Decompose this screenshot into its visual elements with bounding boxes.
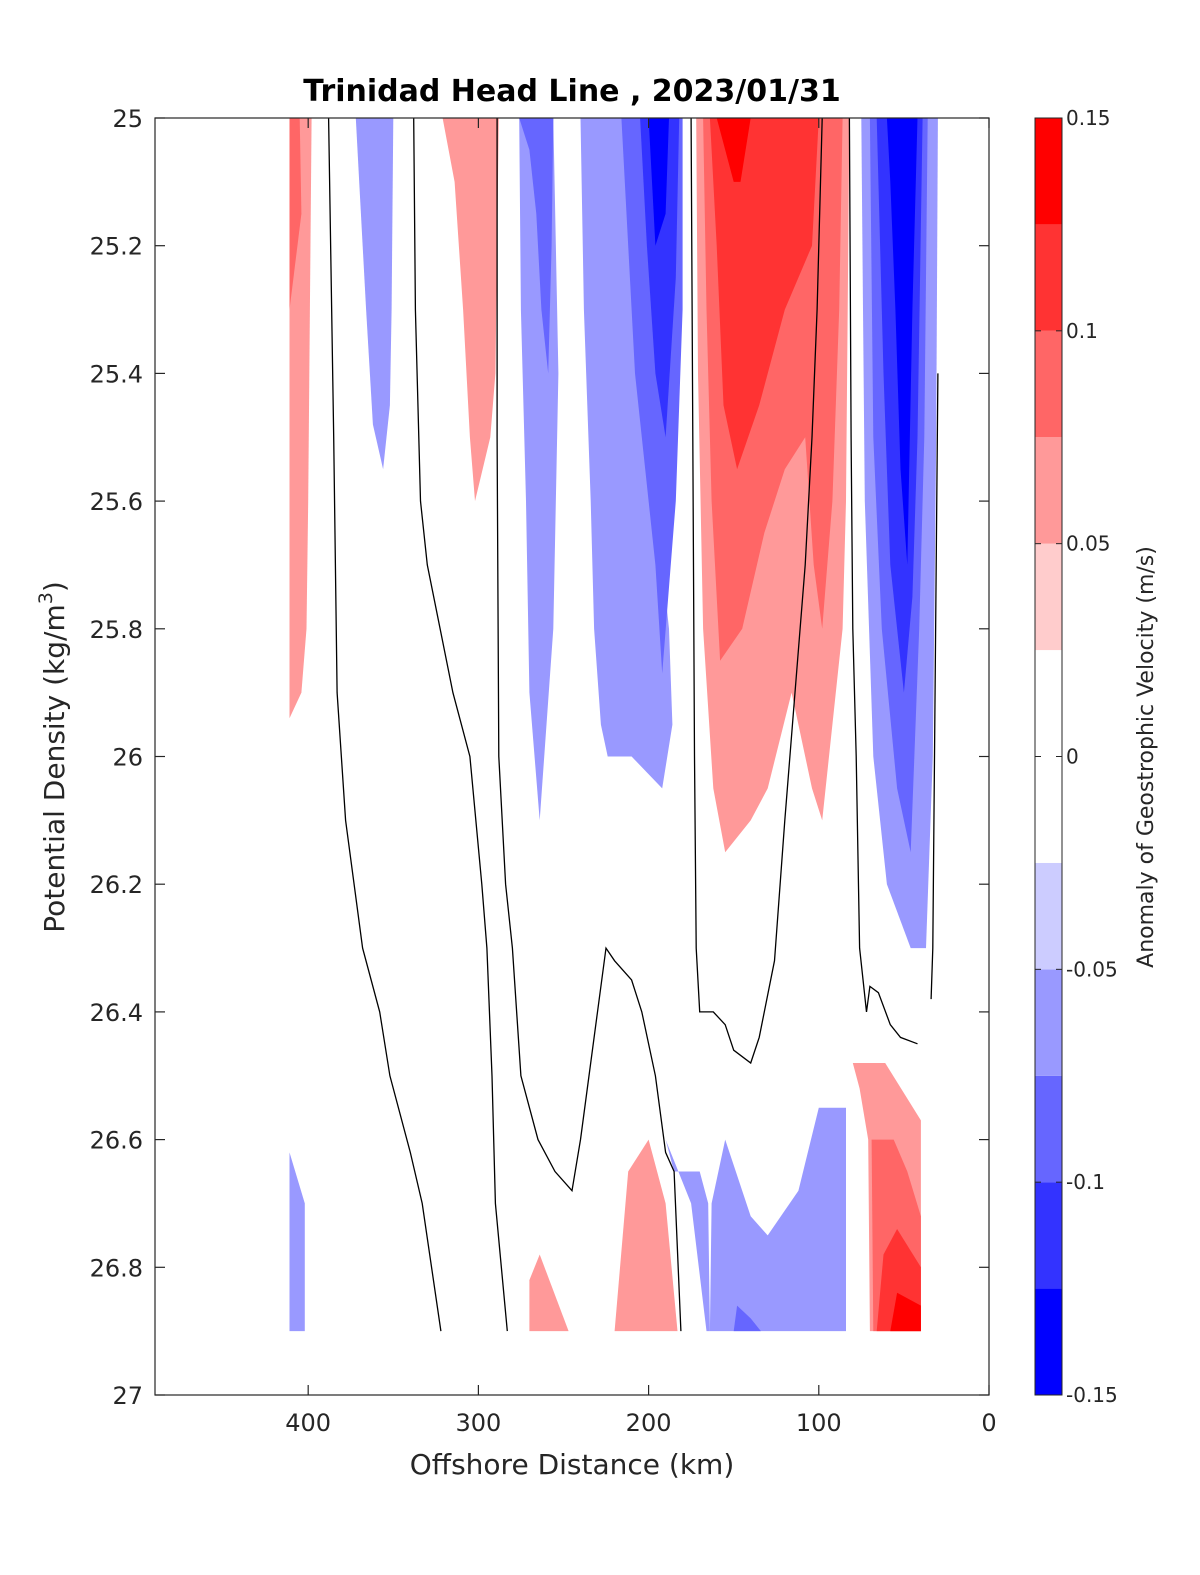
x-tick-label: 100	[796, 1409, 842, 1437]
colorbar-segment	[1035, 543, 1062, 651]
contour-region-26	[890, 1292, 921, 1332]
colorbar-tick-label: -0.15	[1066, 1383, 1118, 1407]
zero-contour-1	[413, 117, 508, 1332]
contour-region-7	[640, 118, 680, 438]
tick-marks	[155, 117, 990, 1396]
x-tick-label: 300	[455, 1409, 501, 1437]
y-tick-label: 27	[112, 1382, 143, 1410]
contour-region-19	[614, 1139, 678, 1332]
plot-area	[154, 117, 990, 1396]
filled-contours	[289, 118, 938, 1332]
colorbar-tick-label: 0	[1066, 745, 1079, 769]
zero-contour-2	[496, 118, 682, 1332]
colorbar-tick-label: -0.05	[1066, 957, 1118, 981]
colorbar-tick-label: 0.05	[1066, 532, 1111, 556]
contour-region-22	[733, 1305, 761, 1332]
chart-title: Trinidad Head Line , 2023/01/31	[303, 74, 840, 109]
y-tick-label: 26.2	[90, 871, 143, 899]
y-axis-label-superscript: 3	[35, 592, 57, 604]
contour-region-12	[716, 118, 751, 182]
y-axis-label: Potential Density (kg/m3)	[35, 581, 71, 933]
colorbar-tick-label: 0.15	[1066, 106, 1111, 130]
colorbar-tick-label: 0.1	[1066, 319, 1098, 343]
contour-region-20	[665, 1139, 710, 1332]
contour-region-1	[289, 118, 302, 310]
contour-region-11	[709, 118, 819, 470]
contour-region-21	[709, 1107, 846, 1332]
x-tick-labels: 400 300 200 100 0	[285, 1409, 996, 1437]
contour-region-2	[355, 118, 394, 470]
contour-region-18	[529, 1254, 569, 1332]
y-tick-label: 25.6	[90, 488, 143, 516]
y-tick-label: 25.2	[90, 233, 143, 261]
colorbar-segment	[1035, 1288, 1062, 1395]
y-axis-label-close: )	[38, 581, 71, 592]
y-axis-label-main: Potential Density (kg/m	[38, 604, 71, 933]
y-tick-label: 26.4	[90, 999, 143, 1027]
colorbar-segment	[1035, 118, 1062, 225]
colorbar-segment	[1035, 862, 1062, 970]
x-tick-label: 0	[981, 1409, 996, 1437]
zero-contour-3	[690, 117, 823, 1065]
x-axis-label: Offshore Distance (km)	[410, 1448, 735, 1481]
zero-contour-0	[327, 117, 442, 1332]
y-tick-label: 26	[112, 744, 143, 772]
colorbar-segment	[1035, 1182, 1062, 1289]
colorbar-segment	[1035, 224, 1062, 331]
y-tick-label: 26.8	[90, 1254, 143, 1282]
colorbar-tick-label: -0.1	[1066, 1170, 1105, 1194]
colorbar-segment	[1035, 437, 1062, 544]
contour-region-3	[442, 118, 499, 502]
colorbar-segment	[1035, 1075, 1062, 1183]
contour-region-5	[519, 118, 554, 374]
y-tick-labels: 25 25.2 25.4 25.6 25.8 26 26.2 26.4 26.6 26.8 27	[90, 105, 143, 1410]
x-tick-label: 400	[285, 1409, 331, 1437]
contour-region-8	[648, 118, 669, 246]
colorbar-segment	[1035, 330, 1062, 438]
y-tick-label: 25	[112, 105, 143, 133]
colorbar-label: Anomaly of Geostrophic Velocity (m/s)	[1134, 546, 1159, 968]
colorbar-segment	[1035, 969, 1062, 1076]
contour-region-16	[886, 118, 918, 565]
colorbar-tick-labels: 0.15 0.1 0.05 0 -0.05 -0.1 -0.15	[1066, 106, 1118, 1407]
zero-contour-5	[930, 373, 939, 1000]
y-tick-label: 25.4	[90, 360, 143, 388]
y-tick-label: 26.6	[90, 1127, 143, 1155]
contour-region-17	[289, 1152, 305, 1332]
colorbar	[1034, 117, 1063, 1396]
zero-contour-4	[848, 117, 918, 1045]
x-tick-label: 200	[626, 1409, 672, 1437]
zero-contour-lines	[327, 117, 939, 1332]
y-tick-label: 25.8	[90, 616, 143, 644]
contour-region-0	[289, 118, 312, 719]
